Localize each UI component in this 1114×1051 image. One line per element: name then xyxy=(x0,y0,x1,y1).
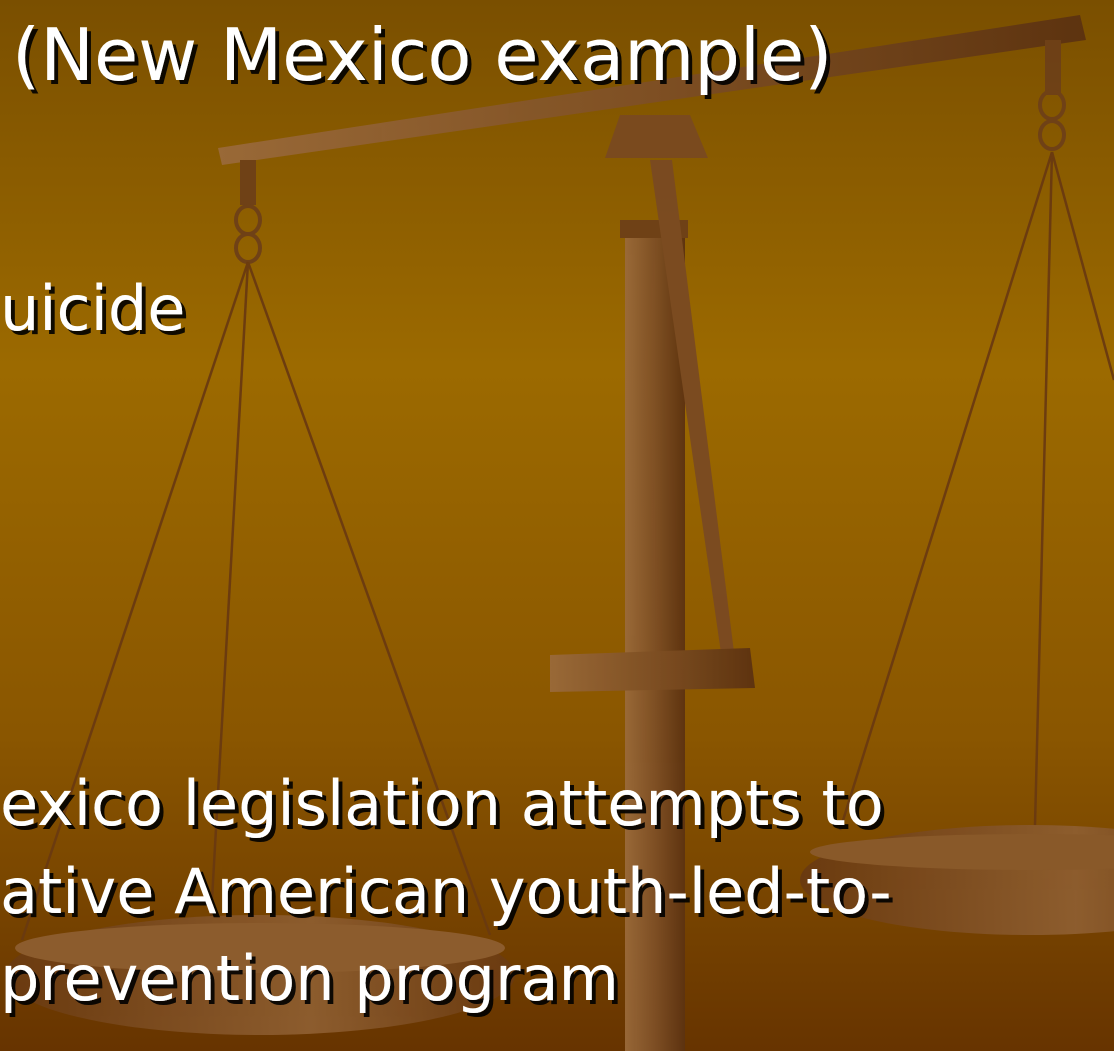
scale-illustration xyxy=(5,15,1114,1051)
bullet-text: uicide xyxy=(0,272,185,345)
slide-title: (New Mexico example) xyxy=(12,13,832,97)
bullet-text: exico legislation attempts to xyxy=(0,767,884,840)
bullet-text: prevention program xyxy=(0,942,619,1015)
bullet-text: ative American youth-led-to- xyxy=(0,855,892,928)
